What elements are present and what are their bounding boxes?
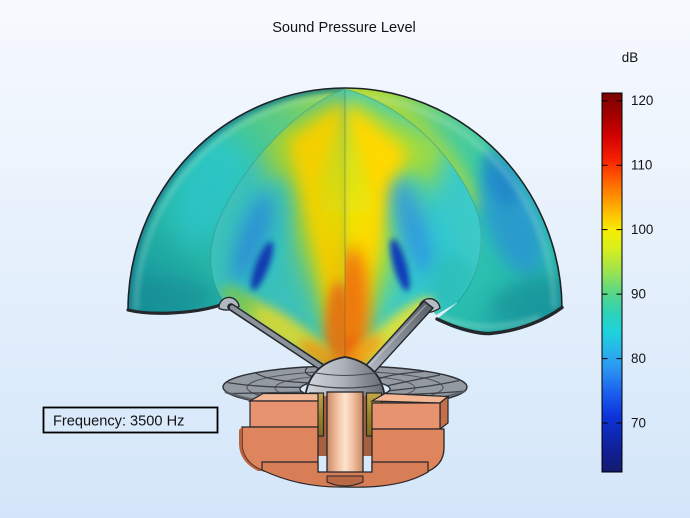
pole-piece xyxy=(326,391,364,477)
dome-edges xyxy=(126,87,564,371)
yoke-center-notch xyxy=(326,475,364,487)
colorbar-tick-label: 100 xyxy=(631,222,653,237)
colorbar-tick-label: 80 xyxy=(631,351,646,366)
colorbar-tick-labels: 120 110 100 90 80 70 xyxy=(631,93,653,430)
colorbar-tick-label: 70 xyxy=(631,416,646,431)
colorbar-unit-label: dB xyxy=(622,50,638,65)
colorbar-tick-label: 110 xyxy=(631,158,652,173)
colorbar: dB 120 110 100 90 80 70 xyxy=(601,50,653,473)
plot-title: Sound Pressure Level xyxy=(272,20,416,36)
colorbar-tick-label: 90 xyxy=(631,287,646,302)
speaker-cone-left-section xyxy=(227,303,327,372)
colorbar-ticks xyxy=(602,100,622,424)
frequency-annotation-box xyxy=(42,406,219,434)
magnet-assembly xyxy=(239,391,450,488)
bottom-yoke xyxy=(261,461,429,488)
frequency-annotation: Frequency: 3500 Hz xyxy=(42,406,219,434)
colorbar-gradient xyxy=(601,92,623,473)
magnet-left xyxy=(239,392,319,472)
frequency-annotation-text: Frequency: 3500 Hz xyxy=(53,414,184,430)
colorbar-tick-label: 120 xyxy=(631,93,653,108)
magnet-right xyxy=(369,392,450,474)
speaker-driver xyxy=(218,296,468,488)
